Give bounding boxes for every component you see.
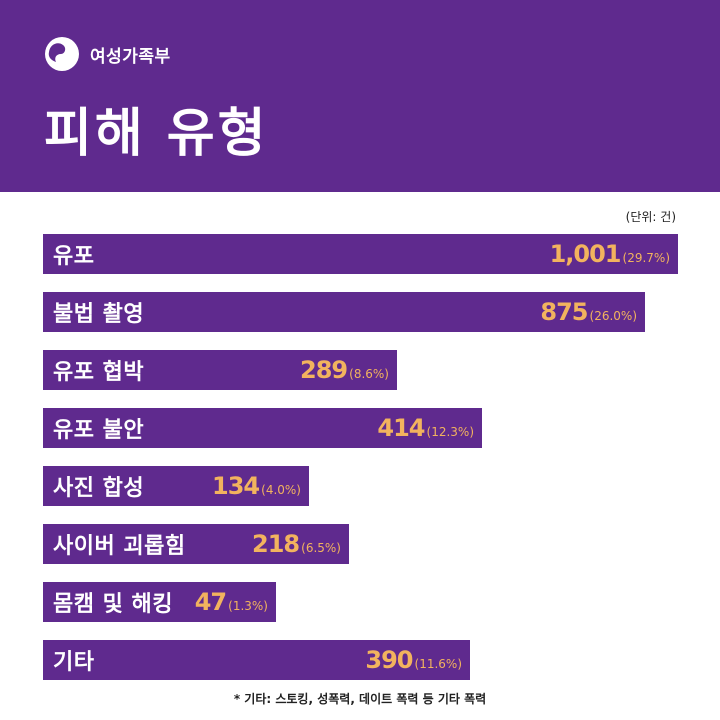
unit-label: (단위: 건) [625, 210, 676, 224]
bar-percent: (8.6%) [349, 367, 389, 381]
bar-5: 사이버 괴롭힘 218 (6.5%) [43, 524, 349, 564]
bar-percent: (4.0%) [261, 483, 301, 497]
bar-percent: (1.3%) [228, 599, 268, 613]
bar-2: 유포 협박 289 (8.6%) [43, 350, 397, 390]
bar-count: 289 [300, 356, 348, 384]
bar-percent: (26.0%) [589, 309, 637, 323]
bar-label: 유포 협박 [53, 360, 145, 385]
footnote: * 기타: 스토킹, 성폭력, 데이트 폭력 등 기타 폭력 [233, 692, 487, 706]
bar-3: 유포 불안 414 (12.3%) [43, 408, 482, 448]
bar-count: 1,001 [549, 240, 622, 268]
bar-percent: (12.3%) [426, 425, 474, 439]
taegeuk-logo-icon [45, 37, 79, 71]
bar-value: 47 (1.3%) [195, 588, 268, 616]
bar-label: 유포 불안 [53, 418, 145, 443]
bar-value: 134 (4.0%) [212, 472, 301, 500]
bar-0: 유포 1,001 (29.7%) [43, 234, 678, 274]
header-banner: 여성가족부 피해 유형 [0, 0, 720, 192]
bar-7: 기타 390 (11.6%) [43, 640, 470, 680]
bar-label: 몸캠 및 해킹 [53, 592, 174, 617]
bar-value: 875 (26.0%) [540, 298, 637, 326]
bar-label: 사이버 괴롭힘 [53, 534, 186, 559]
bar-count: 875 [540, 298, 588, 326]
bar-label: 유포 [53, 244, 95, 269]
bar-count: 218 [252, 530, 300, 558]
bar-label: 사진 합성 [53, 476, 145, 501]
bar-label: 불법 촬영 [53, 302, 145, 327]
bar-percent: (11.6%) [414, 657, 462, 671]
bar-count: 414 [377, 414, 425, 442]
bar-1: 불법 촬영 875 (26.0%) [43, 292, 645, 332]
ministry-logo: 여성가족부 [44, 36, 171, 72]
bar-6: 몸캠 및 해킹 47 (1.3%) [43, 582, 276, 622]
bar-value: 414 (12.3%) [377, 414, 474, 442]
bar-value: 289 (8.6%) [300, 356, 389, 384]
page-title: 피해 유형 [44, 104, 269, 164]
bar-label: 기타 [53, 650, 95, 675]
bar-4: 사진 합성 134 (4.0%) [43, 466, 309, 506]
bar-count: 47 [194, 588, 227, 616]
bar-percent: (29.7%) [622, 251, 670, 265]
bar-value: 390 (11.6%) [365, 646, 462, 674]
bar-percent: (6.5%) [301, 541, 341, 555]
bar-value: 218 (6.5%) [252, 530, 341, 558]
bar-count: 134 [212, 472, 260, 500]
bar-value: 1,001 (29.7%) [550, 240, 670, 268]
bar-count: 390 [365, 646, 413, 674]
logo-text: 여성가족부 [90, 46, 171, 67]
